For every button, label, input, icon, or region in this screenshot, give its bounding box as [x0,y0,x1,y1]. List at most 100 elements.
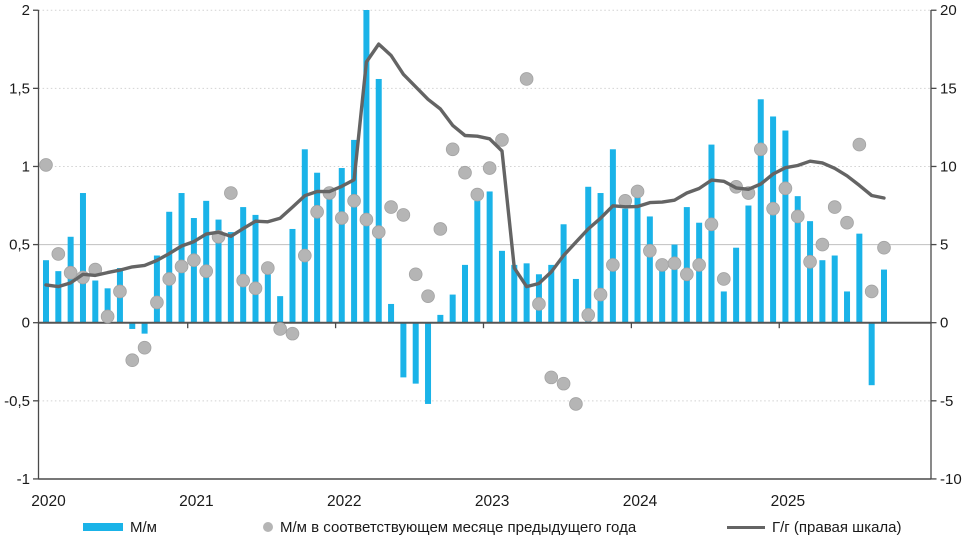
mm-bar [880,269,887,323]
mm-bar [659,261,666,323]
mm-bar [326,194,333,323]
prev-year-dot [643,244,657,258]
prev-year-dot [704,217,719,232]
left-axis-label: 1 [22,158,30,175]
legend-label-prev-year: М/м в соответствующем месяце предыдущего… [280,518,637,536]
left-axis-label: -1 [17,471,30,488]
right-axis-label: -10 [940,471,962,488]
mm-bar [141,322,148,334]
mm-bar [301,149,308,323]
right-axis-label: 10 [940,158,957,175]
prev-year-dot [606,258,620,272]
prev-year-dot [852,137,867,152]
mm-bar [338,168,345,323]
mm-bar [696,222,703,323]
prev-year-dot [174,259,189,274]
mm-bar [400,322,407,378]
prev-year-dot [236,273,250,288]
prev-year-dot [840,215,854,230]
mm-bar [548,264,555,323]
prev-year-dot [827,200,842,214]
prev-year-dot [544,370,559,385]
mm-bar [597,193,604,323]
prev-year-dot [433,222,448,236]
prev-year-dot [150,295,164,310]
mm-bar [560,224,567,323]
mm-bar [782,130,789,323]
mm-bar [375,78,382,323]
legend-label-mm: М/м [130,518,157,536]
mm-bar [215,219,222,323]
prev-year-dot [273,322,287,336]
bar-swatch-icon [83,523,123,531]
year-label: 2023 [475,493,509,510]
mm-bar [314,172,321,323]
mm-bar [831,255,838,323]
prev-year-dot [692,258,706,272]
prev-year-dot [458,165,472,180]
legend-label-yoy: Г/г (правая шкала) [772,518,902,536]
mm-bar [55,271,62,323]
prev-year-dot [655,258,669,272]
year-label: 2020 [31,493,66,510]
prev-year-dot [470,187,485,202]
mm-bar [92,280,99,323]
yoy-line [44,42,886,289]
prev-year-dot [248,281,263,296]
mm-bar [770,116,777,323]
mm-bar [437,314,444,323]
mm-bar [351,139,358,323]
prev-year-dot [667,256,682,271]
mm-bar [523,263,530,323]
mm-bar [683,207,690,323]
prev-year-dot [384,200,398,214]
mm-bar [178,193,185,323]
prev-year-dot [630,184,645,199]
mm-bar [757,99,764,323]
prev-year-dot [162,272,177,286]
prev-year-dot [297,248,312,263]
mm-bar [868,322,875,386]
mm-bar [745,205,752,323]
legend-item-mm: М/м [83,517,157,537]
prev-year-dot [63,265,78,280]
prev-year-dot [556,376,571,391]
prev-year-dot [39,158,53,172]
left-axis-label: 0,5 [9,237,30,254]
prev-year-dot [495,133,509,147]
mm-bar [671,244,678,323]
year-label: 2021 [179,493,213,510]
prev-year-dot [125,353,140,367]
mm-bar [252,214,259,323]
prev-year-dot [310,204,324,219]
mm-bar [498,250,505,323]
prev-year-dot [864,284,879,299]
mm-bar [190,218,197,323]
prev-year-dot [371,225,386,239]
mm-bar [646,216,653,323]
mm-bar [474,200,481,323]
mm-bar [449,294,456,323]
chart-legend: М/м М/м в соответствующем месяце предыду… [0,517,964,537]
mm-bar [819,260,826,323]
prev-year-dot [421,289,435,303]
prev-year-dot [137,340,152,355]
year-label: 2022 [327,493,361,510]
right-axis-label: 15 [940,80,957,97]
right-axis-label: -5 [940,393,953,410]
mm-bar [412,322,419,384]
prev-year-dot [593,287,608,302]
prev-year-dot [803,254,817,269]
year-label: 2024 [623,493,658,510]
mm-bar [363,10,370,323]
mm-bar [153,255,160,323]
mm-bar [856,233,863,323]
mm-bar [720,291,727,323]
prev-year-dot [445,142,460,157]
prev-year-dot [261,261,275,275]
prev-year-dot [199,264,214,278]
mm-bar [807,221,814,323]
year-label: 2025 [771,493,805,510]
mm-bar [203,200,210,323]
dot-swatch-icon [263,522,273,532]
